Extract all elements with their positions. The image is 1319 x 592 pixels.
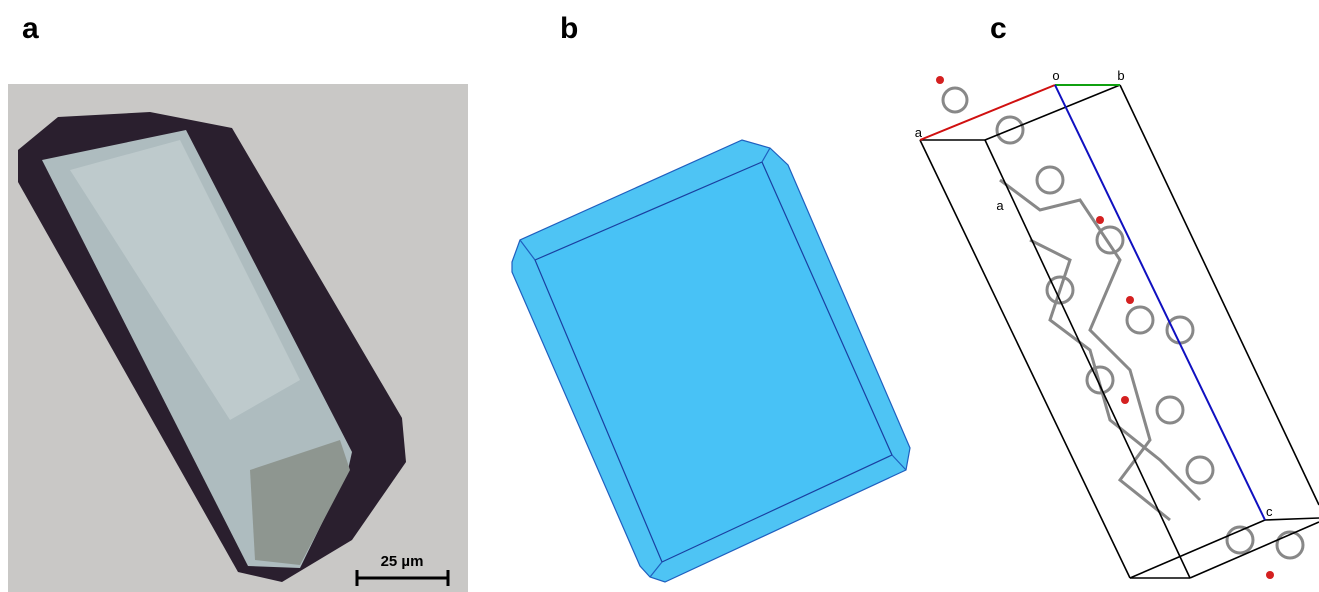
molecule-ring [1157, 397, 1183, 423]
micrograph: 25 µm [8, 84, 468, 592]
atom [1096, 216, 1104, 224]
axis-label: a [996, 198, 1004, 213]
axis-label: c [1266, 504, 1273, 519]
molecule-ring [1187, 457, 1213, 483]
atom [1126, 296, 1134, 304]
cell-edge [1190, 522, 1319, 578]
axis-a [920, 85, 1055, 140]
atom [1266, 571, 1274, 579]
crystal-packing: o b a c a [915, 68, 1319, 579]
cell-edge [985, 85, 1120, 140]
axis-label: b [1117, 68, 1124, 83]
molecule-ring [1277, 532, 1303, 558]
cell-edge [1265, 518, 1319, 520]
molecule-ring [1167, 317, 1193, 343]
axis-c [1055, 85, 1265, 520]
cell-edge [920, 140, 1130, 578]
molecule-ring [1037, 167, 1063, 193]
molecule-chain [1000, 180, 1170, 520]
scale-bar-label: 25 µm [381, 553, 424, 570]
figure: a b c 25 µm [0, 0, 1319, 592]
crystal-morphology [512, 140, 910, 582]
axis-label: a [915, 125, 923, 140]
atom [936, 76, 944, 84]
panel-label: a [22, 12, 39, 45]
unit-cell [920, 85, 1319, 578]
cell-edge [985, 140, 1190, 578]
panel-label: c [990, 12, 1007, 45]
oxygen-atoms [936, 76, 1274, 579]
molecule-ring [943, 88, 967, 112]
cell-edge [1130, 520, 1265, 578]
panel-label: b [560, 12, 578, 45]
molecule-ring [1127, 307, 1153, 333]
atom [1121, 396, 1129, 404]
axis-label: o [1052, 68, 1059, 83]
